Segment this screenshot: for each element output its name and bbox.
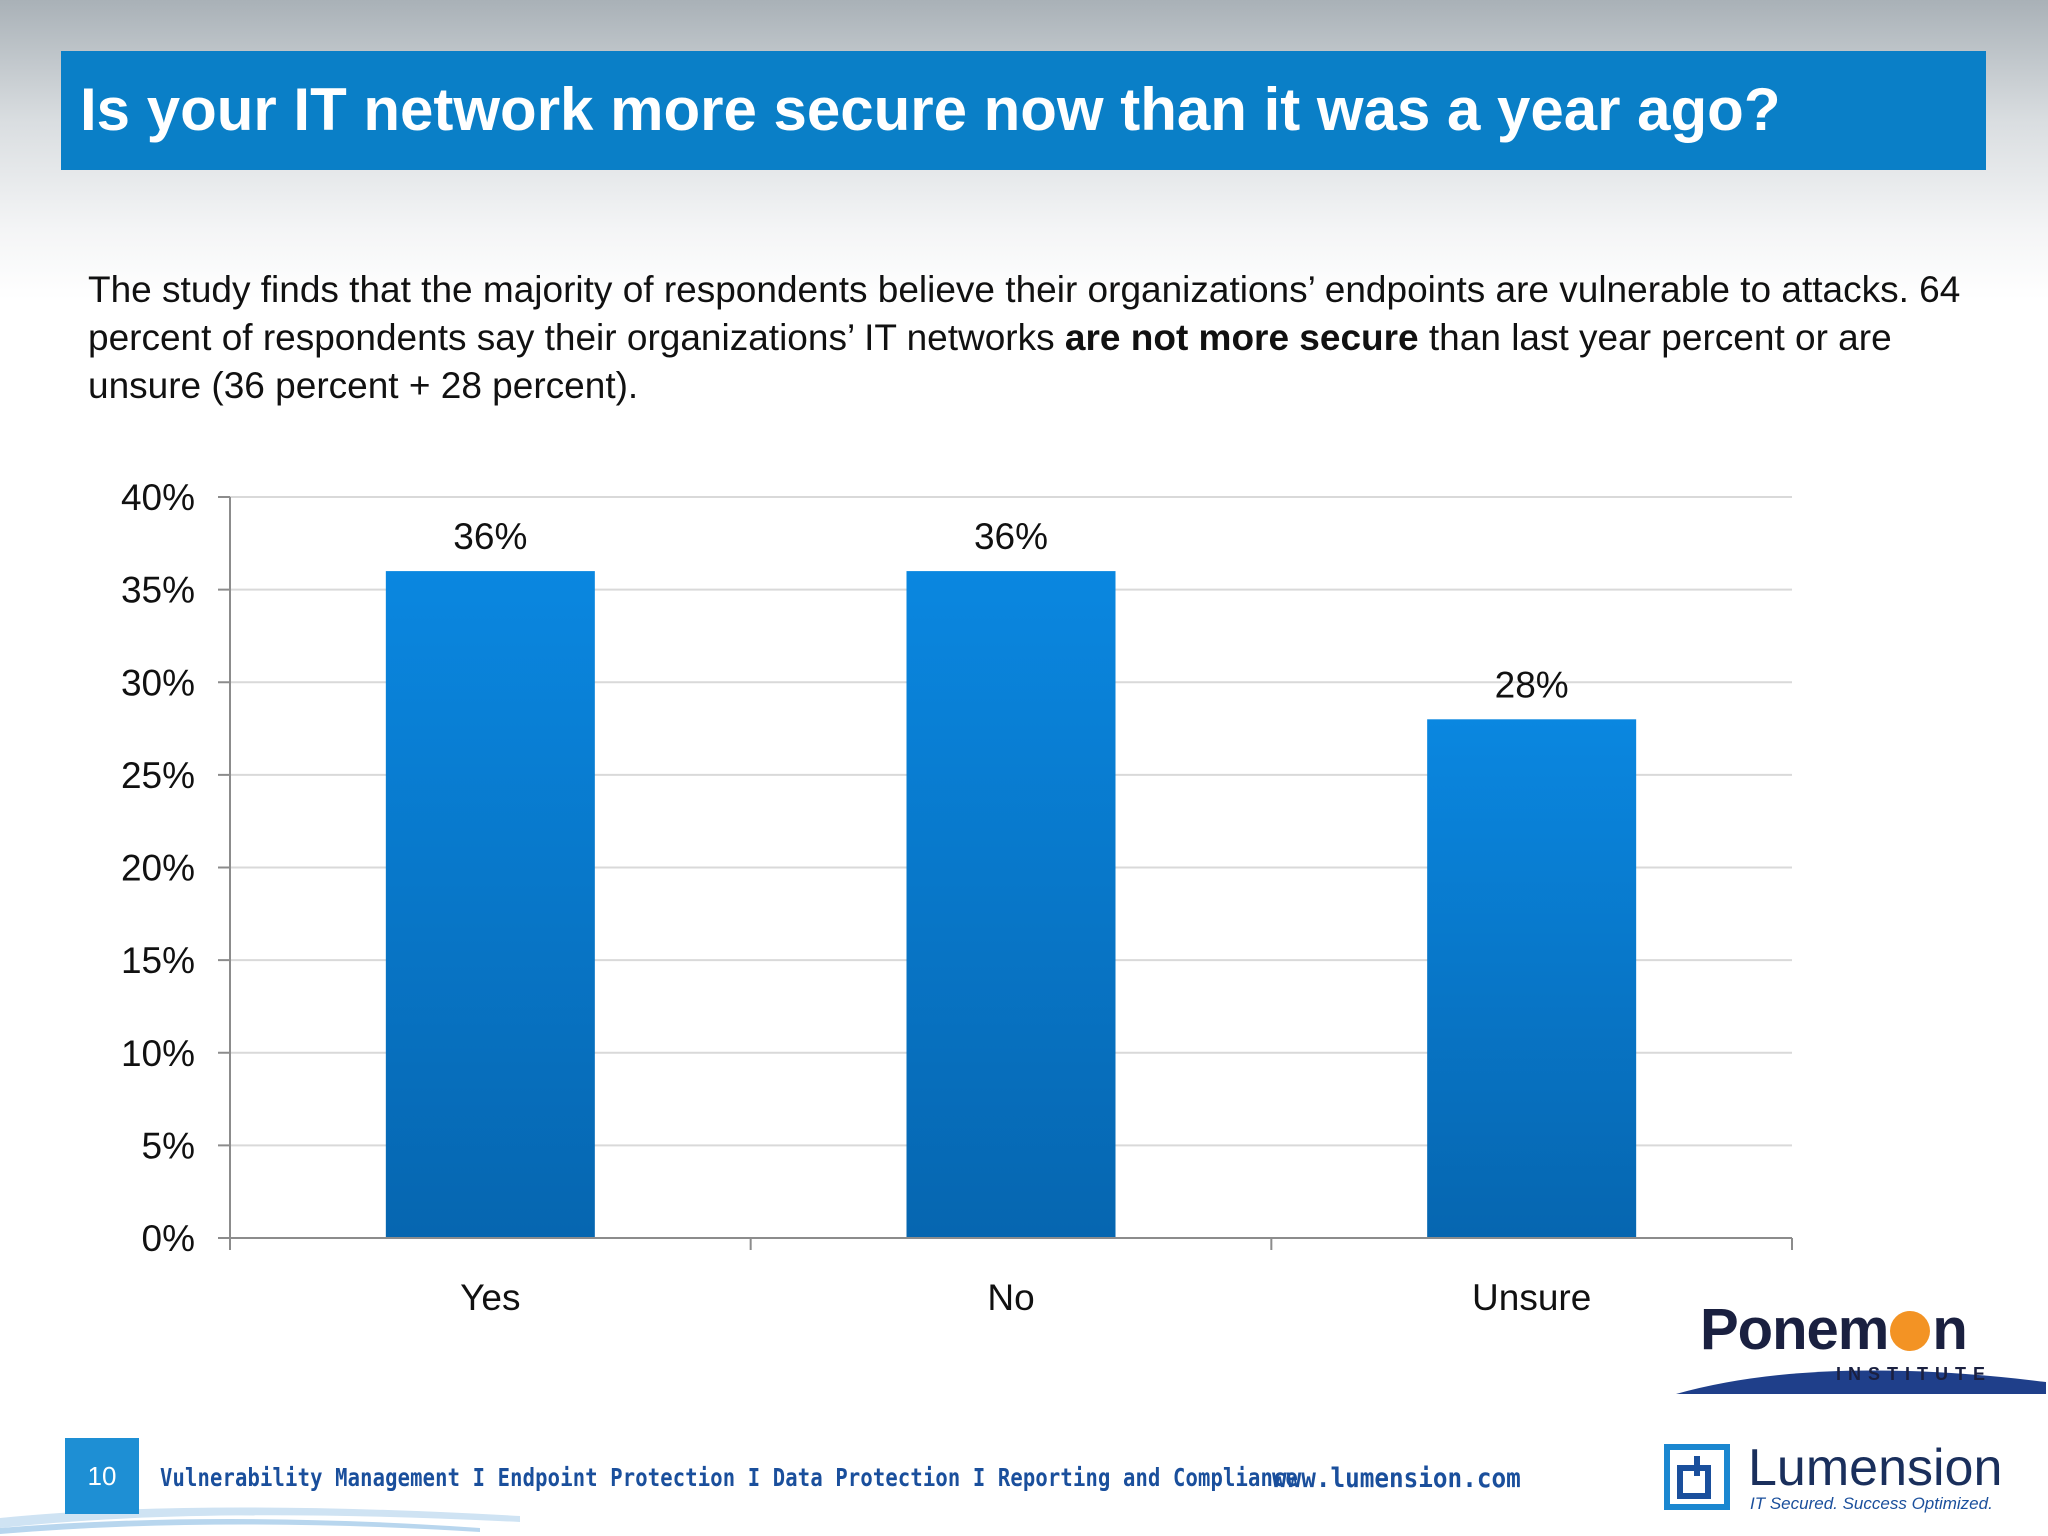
bar-no <box>906 571 1116 1238</box>
y-tick-label: 30% <box>121 662 195 703</box>
lumension-square-icon <box>1664 1444 1730 1510</box>
y-tick-label: 20% <box>121 848 195 889</box>
x-category-label-yes: Yes <box>460 1277 520 1318</box>
lumension-wordmark: Lumension <box>1748 1439 2003 1497</box>
y-tick-label: 35% <box>121 570 195 611</box>
title-bar: Is your IT network more secure now than … <box>61 51 1986 170</box>
ponemon-swoosh-icon <box>1676 1370 2046 1394</box>
body-text-part1: The study finds that the majority of res… <box>88 269 1961 358</box>
y-tick-label: 25% <box>121 755 195 796</box>
x-category-label-no: No <box>987 1277 1034 1318</box>
slide-body-text: The study finds that the majority of res… <box>88 266 1968 410</box>
page-number: 10 <box>65 1438 139 1514</box>
data-label-unsure: 28% <box>1495 664 1569 705</box>
footer-url[interactable]: www.lumension.com <box>1272 1463 1521 1494</box>
data-label-no: 36% <box>974 516 1048 557</box>
y-tick-label: 0% <box>142 1218 195 1259</box>
body-text-bold: are not more secure <box>1064 317 1419 358</box>
y-tick-label: 5% <box>142 1125 195 1166</box>
lumension-tagline: IT Secured. Success Optimized. <box>1750 1494 1993 1513</box>
bar-unsure <box>1427 719 1637 1238</box>
bar-yes <box>385 571 595 1238</box>
ponemon-institute-text: INSTITUTE <box>1836 1364 1992 1384</box>
x-category-label-unsure: Unsure <box>1472 1277 1591 1318</box>
lumension-logo: Lumension IT Secured. Success Optimized. <box>1664 1438 2048 1536</box>
ponemon-o-dot-icon <box>1890 1311 1931 1351</box>
body-text-part2: than last year percent or are unsure (36… <box>88 317 1892 406</box>
y-tick-label: 10% <box>121 1033 195 1074</box>
footer-tagline: Vulnerability Management I Endpoint Prot… <box>160 1463 1299 1492</box>
slide-title: Is your IT network more secure now than … <box>80 76 1781 143</box>
y-tick-label: 40% <box>121 477 195 518</box>
ponemon-wordmark: Ponem n <box>1700 1297 1968 1362</box>
ponemon-institute-logo: Ponem n INSTITUTE <box>1668 1296 2048 1396</box>
data-label-yes: 36% <box>453 516 527 557</box>
y-tick-label: 15% <box>121 940 195 981</box>
